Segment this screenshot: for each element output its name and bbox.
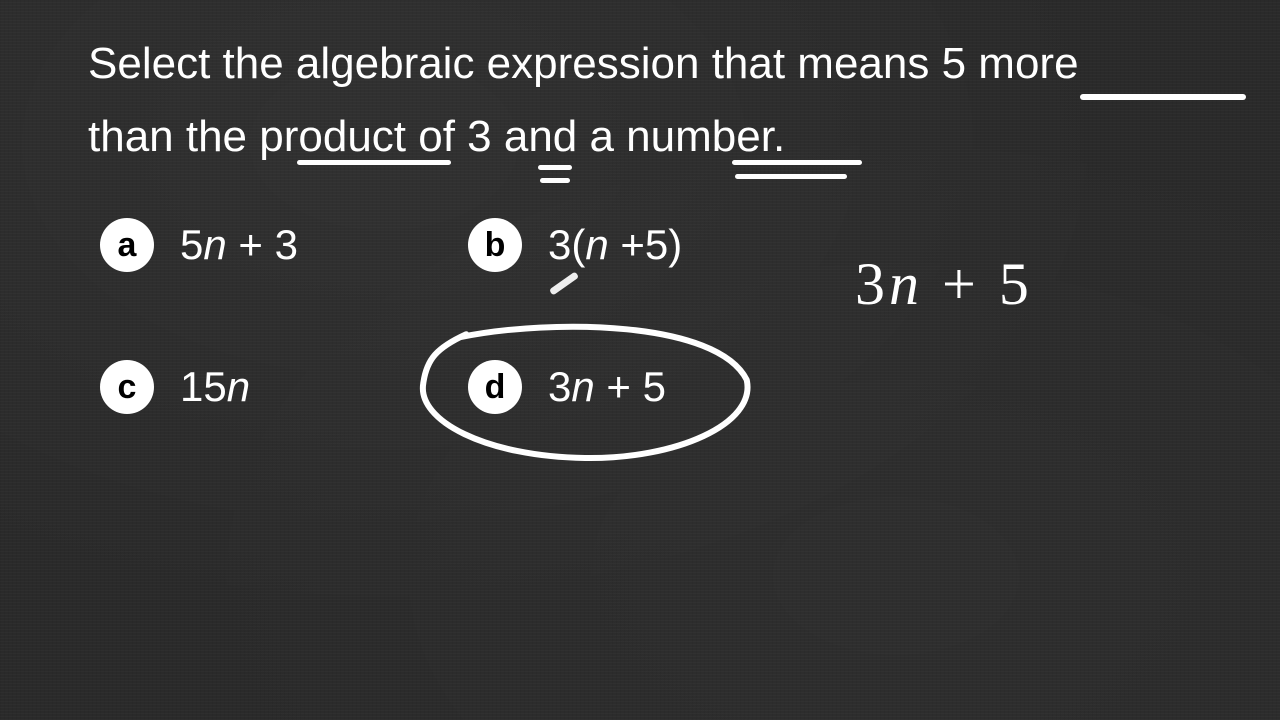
option-badge-d: d <box>468 360 522 414</box>
option-expression-b: 3(n +5) <box>548 221 682 269</box>
option-d[interactable]: d 3n + 5 <box>468 360 666 414</box>
underline-mark <box>732 160 862 165</box>
underline-mark <box>1080 94 1246 100</box>
underline-mark <box>540 178 570 183</box>
chalk-mark-icon <box>549 271 579 295</box>
option-expression-a: 5n + 3 <box>180 221 298 269</box>
underline-mark <box>297 160 451 165</box>
option-a[interactable]: a 5n + 3 <box>100 218 298 272</box>
option-badge-c: c <box>100 360 154 414</box>
option-expression-d: 3n + 5 <box>548 363 666 411</box>
option-b[interactable]: b 3(n +5) <box>468 218 682 272</box>
option-c[interactable]: c 15n <box>100 360 250 414</box>
question-text: Select the algebraic expression that mea… <box>88 28 1248 173</box>
option-expression-c: 15n <box>180 363 250 411</box>
question-line1: Select the algebraic expression that mea… <box>88 39 1079 88</box>
underline-mark <box>735 174 847 179</box>
option-badge-b: b <box>468 218 522 272</box>
question-line2: than the product of 3 and a number. <box>88 112 785 161</box>
underline-mark <box>538 165 572 170</box>
option-badge-a: a <box>100 218 154 272</box>
handwritten-answer: 3n + 5 <box>855 250 1033 319</box>
